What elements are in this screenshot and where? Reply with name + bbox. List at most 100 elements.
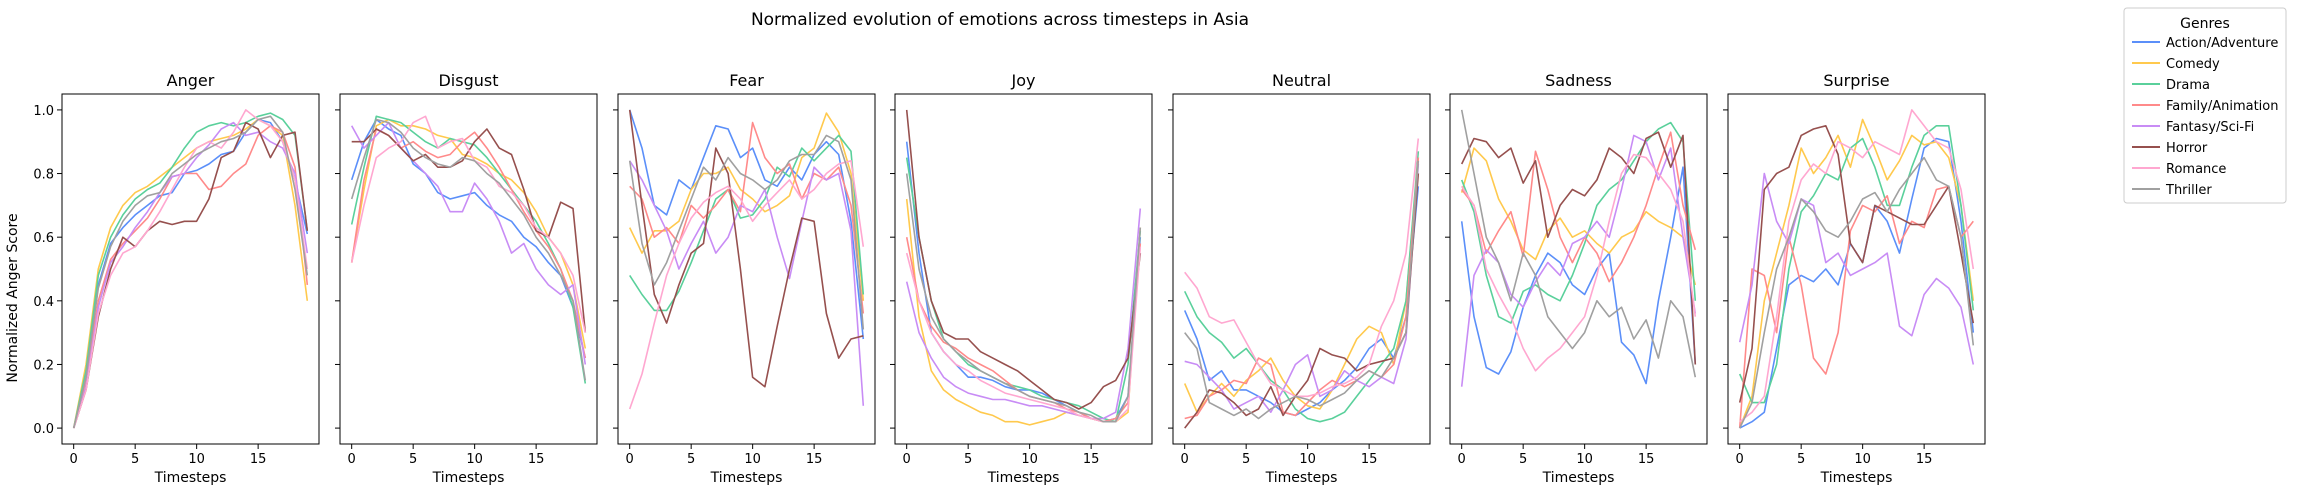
legend-item-family-animation: Family/Animation (2132, 99, 2279, 114)
x-tick-label: 0 (70, 452, 78, 467)
series-line-fantasy-sci-fi (1738, 172, 1975, 365)
x-tick-label: 15 (1916, 452, 1933, 467)
x-tick-label: 15 (1083, 452, 1100, 467)
legend-item-romance: Romance (2132, 162, 2226, 177)
panel-title: Surprise (1823, 71, 1889, 90)
series-line-romance (1184, 138, 1420, 398)
series-line-fantasy-sci-fi (350, 121, 587, 365)
x-tick-label: 10 (466, 452, 483, 467)
panel-neutral: Neutral 0 5 10 15 Timesteps (1168, 71, 1431, 486)
legend-item-fantasy-sci-fi: Fantasy/Sci-Fi (2132, 120, 2254, 135)
series-line-comedy (1460, 147, 1697, 286)
legend-item-horror: Horror (2132, 141, 2208, 156)
x-tick-label: 10 (744, 452, 761, 467)
axes-frame (1449, 93, 1708, 445)
axes-frame (1172, 93, 1431, 445)
x-tick-label: 5 (409, 452, 417, 467)
series-line-horror (72, 121, 309, 429)
series-line-fantasy-sci-fi (905, 208, 1142, 420)
x-tick-label: 5 (1797, 452, 1805, 467)
series-line-thriller (905, 173, 1142, 423)
series-line-comedy (628, 112, 865, 301)
legend-label: Action/Adventure (2166, 36, 2278, 51)
series-line-family-animation (350, 128, 587, 359)
legend-label: Fantasy/Sci-Fi (2166, 120, 2254, 135)
legend: Genres Action/Adventure Comedy Drama Family… (2123, 7, 2287, 204)
y-axis-label: Normalized Anger Score (5, 213, 21, 382)
x-tick-label: 10 (1299, 452, 1316, 467)
series-line-action-adventure (628, 109, 865, 340)
series-line-horror (628, 109, 864, 388)
x-axis-label: Timesteps (432, 470, 505, 486)
series-line-comedy (905, 198, 1142, 426)
series-line-thriller (1738, 156, 1975, 429)
axes-frame (1727, 93, 1986, 445)
x-axis-label: Timesteps (710, 470, 783, 486)
legend-label: Comedy (2166, 57, 2220, 72)
series-line-drama (1183, 151, 1420, 423)
x-tick-label: 15 (1638, 452, 1655, 467)
legend-label: Thriller (2165, 183, 2212, 198)
legend-label: Horror (2166, 141, 2208, 156)
series-line-drama (1738, 125, 1975, 404)
x-tick-label: 5 (687, 452, 695, 467)
legend-items: Action/Adventure Comedy Drama Family/Animat… (2132, 36, 2279, 198)
legend-item-thriller: Thriller (2132, 183, 2212, 198)
y-tick-label: 0.0 (33, 422, 54, 437)
figure-title: Normalized evolution of emotions across … (751, 10, 1249, 30)
panel-surprise: Surprise 0 5 10 15 Timesteps (1723, 71, 1986, 486)
series-line-romance (72, 109, 309, 429)
panel-fear: Fear 0 5 10 15 Timesteps (613, 71, 876, 486)
series-line-horror (1738, 125, 1975, 403)
series-line-comedy (1738, 118, 1975, 429)
legend-frame (2123, 7, 2287, 204)
x-tick-label: 5 (1242, 452, 1250, 467)
series-line-romance (350, 115, 587, 333)
x-axis-label: Timesteps (987, 470, 1060, 486)
series-line-romance (1461, 153, 1697, 372)
y-tick-label: 0.2 (33, 358, 54, 373)
x-tick-label: 5 (131, 452, 139, 467)
panel-joy: Joy 0 5 10 15 Timesteps (890, 71, 1153, 486)
y-tick-label: 0.8 (33, 168, 54, 183)
series-line-drama (72, 112, 309, 429)
series-line-action-adventure (905, 141, 1142, 423)
series-line-drama (350, 115, 587, 384)
x-tick-label: 0 (1736, 452, 1744, 467)
y-tick-label: 0.6 (33, 231, 54, 246)
x-tick-label: 10 (1576, 452, 1593, 467)
legend-label: Family/Animation (2166, 99, 2279, 114)
legend-label: Romance (2166, 162, 2226, 177)
series-line-horror (905, 109, 1142, 410)
series-line-family-animation (72, 125, 309, 429)
series-line-action-adventure (1183, 186, 1420, 417)
series-line-romance (628, 160, 865, 410)
series-line-action-adventure (1460, 166, 1697, 385)
series-line-drama (1460, 121, 1697, 324)
x-axis-label: Timesteps (154, 470, 227, 486)
series-line-fantasy-sci-fi (72, 121, 309, 429)
series-line-thriller (1184, 160, 1420, 420)
x-tick-label: 0 (348, 452, 356, 467)
series-line-romance (1739, 109, 1975, 423)
x-tick-label: 0 (1458, 452, 1466, 467)
series-line-family-animation (1738, 185, 1974, 429)
axes-frame (617, 93, 876, 445)
chart-panels: Anger 0 5 10 15 Timesteps 0.0 0.2 0.4 0.6 0.8 1.0 Di… (33, 71, 1986, 486)
axes-frame (339, 93, 598, 445)
legend-item-comedy: Comedy (2132, 57, 2220, 72)
series-line-drama (905, 157, 1142, 423)
x-tick-label: 15 (250, 452, 267, 467)
series-line-thriller (72, 115, 309, 429)
x-axis-label: Timesteps (1265, 470, 1338, 486)
series-line-action-adventure (1739, 137, 1975, 429)
axes-frame (894, 93, 1153, 445)
panel-anger: Anger 0 5 10 15 Timesteps 0.0 0.2 0.4 0.6 0.8 1.0 (33, 71, 320, 486)
series-line-horror (1460, 131, 1697, 365)
x-tick-label: 0 (903, 452, 911, 467)
series-line-drama (629, 134, 865, 312)
panel-title: Fear (729, 71, 764, 90)
x-tick-label: 15 (806, 452, 823, 467)
series-line-thriller (628, 134, 865, 330)
